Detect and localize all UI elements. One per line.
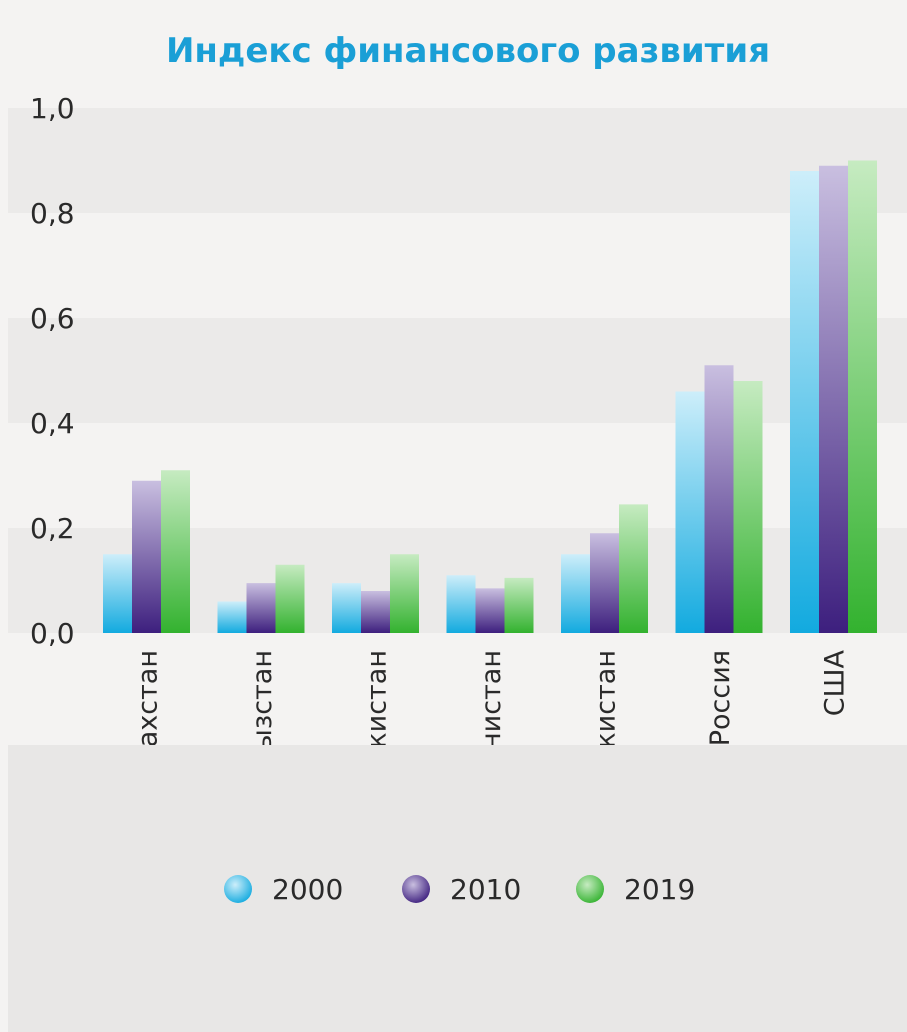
y-tick-label: 0,2 bbox=[30, 512, 75, 545]
legend: 2000 2010 2019 bbox=[224, 873, 695, 906]
y-tick-label: 1,0 bbox=[30, 92, 75, 125]
legend-marker-2000 bbox=[224, 875, 252, 903]
y-tick-label: 0,0 bbox=[30, 617, 75, 650]
bar-2000-3 bbox=[332, 583, 361, 633]
bar-2010-7 bbox=[819, 165, 848, 633]
bar-2010-1 bbox=[132, 480, 161, 633]
grid-band bbox=[8, 318, 907, 423]
y-tick-label: 0,4 bbox=[30, 407, 75, 440]
bar-2000-4 bbox=[446, 575, 476, 633]
y-tick-label: 0,8 bbox=[30, 197, 75, 230]
bar-2019-4 bbox=[504, 577, 534, 633]
grid-band bbox=[8, 108, 907, 213]
bar-2019-2 bbox=[275, 564, 305, 633]
x-tick-label: США bbox=[820, 649, 851, 716]
bar-2000-2 bbox=[217, 601, 247, 633]
bar-2010-3 bbox=[361, 591, 390, 633]
bars bbox=[103, 160, 877, 633]
legend-panel bbox=[8, 745, 907, 1032]
y-axis: 0,0 0,2 0,4 0,6 0,8 1,0 bbox=[30, 92, 75, 650]
legend-label-2019: 2019 bbox=[624, 873, 695, 906]
bar-2010-6 bbox=[704, 365, 734, 633]
bar-2019-6 bbox=[733, 381, 763, 633]
chart-title: Индекс финансового развития bbox=[166, 31, 770, 71]
x-tick-label: Россия bbox=[705, 650, 736, 746]
bar-2010-2 bbox=[246, 583, 276, 633]
legend-label-2010: 2010 bbox=[450, 873, 521, 906]
bar-2019-7 bbox=[848, 160, 877, 633]
y-tick-label: 0,6 bbox=[30, 302, 75, 335]
legend-label-2000: 2000 bbox=[272, 873, 343, 906]
bar-2019-3 bbox=[390, 554, 419, 633]
bar-2019-1 bbox=[161, 470, 190, 633]
bar-2010-5 bbox=[590, 533, 619, 633]
bar-2019-5 bbox=[619, 504, 648, 633]
bar-2000-7 bbox=[790, 171, 819, 633]
bar-2000-6 bbox=[675, 391, 705, 633]
bar-2000-5 bbox=[561, 554, 590, 633]
bar-2000-1 bbox=[103, 554, 132, 633]
legend-marker-2019 bbox=[576, 875, 604, 903]
legend-marker-2010 bbox=[402, 875, 430, 903]
bar-2010-4 bbox=[475, 588, 505, 633]
